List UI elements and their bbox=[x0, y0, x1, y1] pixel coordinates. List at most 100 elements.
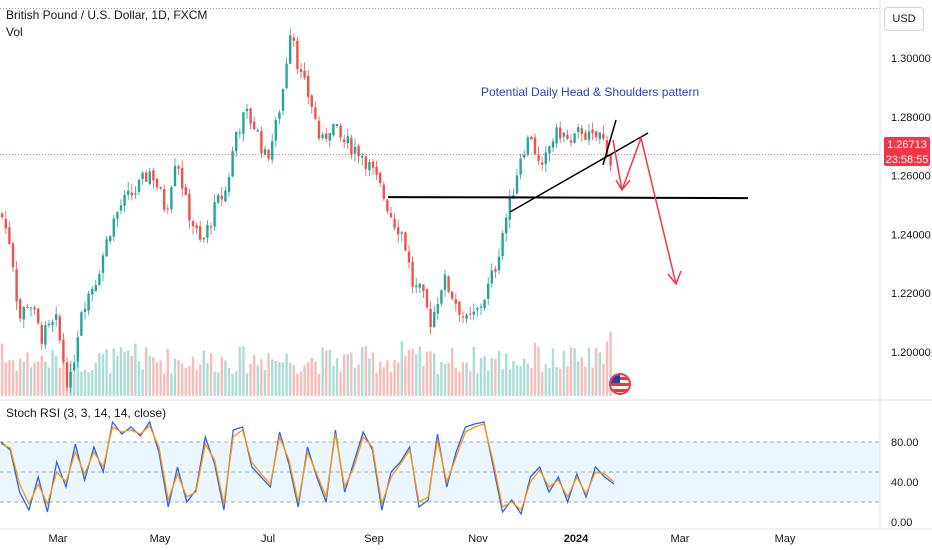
volume-bar bbox=[307, 362, 310, 396]
candle-body bbox=[343, 139, 346, 143]
volume-bar bbox=[555, 367, 558, 396]
rsi-tick-label: 0.00 bbox=[891, 517, 912, 529]
candle-body bbox=[303, 70, 306, 78]
candle-body bbox=[181, 168, 184, 189]
candle-body bbox=[134, 192, 137, 195]
volume-bar bbox=[422, 366, 425, 396]
candle-body bbox=[415, 285, 418, 288]
volume-bar bbox=[29, 367, 33, 396]
volume-bar bbox=[62, 347, 65, 396]
volume-bar bbox=[224, 360, 227, 396]
candle-body bbox=[411, 261, 414, 287]
candle-body bbox=[559, 127, 562, 139]
volume-bar bbox=[361, 347, 364, 396]
volume-bar bbox=[195, 370, 198, 396]
candle-body bbox=[407, 251, 411, 263]
volume-bar bbox=[145, 347, 148, 396]
volume-bar bbox=[505, 353, 508, 396]
volume-bar bbox=[199, 364, 202, 396]
volume-bar bbox=[94, 362, 97, 396]
candle-body bbox=[587, 131, 591, 140]
volume-bar bbox=[440, 361, 443, 396]
candle-body bbox=[163, 188, 166, 210]
candle-body bbox=[497, 256, 501, 271]
volume-bar bbox=[278, 361, 281, 396]
candle-body bbox=[242, 112, 245, 134]
volume-bar bbox=[76, 349, 79, 396]
volume-bar bbox=[296, 373, 299, 396]
candle-body bbox=[109, 236, 112, 242]
volume-bar bbox=[487, 370, 490, 396]
candle-body bbox=[51, 321, 54, 326]
candle-body bbox=[551, 141, 555, 148]
candle-body bbox=[605, 140, 609, 157]
candle-body bbox=[271, 141, 274, 160]
volume-bar bbox=[433, 353, 436, 396]
candle-body bbox=[472, 311, 475, 315]
candle-body bbox=[433, 311, 436, 328]
volume-bar bbox=[271, 359, 274, 396]
volume-bar bbox=[220, 356, 223, 396]
candle-body bbox=[577, 127, 580, 133]
candle-body bbox=[224, 190, 227, 202]
time-tick-label: Mar bbox=[49, 533, 68, 545]
volume-bar bbox=[577, 361, 580, 396]
candle-body bbox=[447, 276, 450, 292]
time-tick-label: May bbox=[775, 533, 796, 545]
candle-body bbox=[353, 146, 357, 154]
projection-path bbox=[621, 135, 677, 285]
candle-body bbox=[98, 274, 101, 286]
candle-body bbox=[400, 232, 403, 234]
candle-body bbox=[494, 268, 497, 272]
volume-bar bbox=[393, 359, 396, 396]
candle-body bbox=[454, 299, 457, 304]
candle-body bbox=[321, 134, 324, 139]
volume-bar bbox=[587, 347, 591, 396]
volume-bar bbox=[299, 371, 303, 396]
candle-body bbox=[137, 179, 141, 192]
volume-bar bbox=[551, 348, 555, 396]
volume-bar bbox=[404, 356, 407, 396]
candle-body bbox=[346, 136, 349, 143]
candles bbox=[1, 28, 612, 393]
candle-body bbox=[317, 120, 321, 139]
candle-body bbox=[119, 205, 123, 211]
projection-path bbox=[612, 139, 623, 191]
candle-body bbox=[184, 187, 187, 195]
candle-body bbox=[188, 193, 191, 221]
candle-body bbox=[19, 299, 22, 319]
candle-body bbox=[404, 232, 407, 251]
candle-body bbox=[598, 132, 601, 140]
candle-body bbox=[58, 316, 61, 341]
volume-bar bbox=[209, 352, 213, 396]
candle-body bbox=[386, 200, 389, 212]
chart-title: British Pound / U.S. Dollar, 1D, FXCM bbox=[6, 8, 208, 22]
candle-body bbox=[479, 306, 483, 308]
volume-bar bbox=[382, 367, 385, 396]
volume-bar bbox=[4, 362, 7, 396]
currency-selector[interactable]: USD bbox=[884, 7, 924, 31]
volume-bar bbox=[368, 358, 371, 396]
volume-bar bbox=[285, 353, 288, 396]
time-tick-label: Jul bbox=[261, 533, 275, 545]
volume-bar bbox=[227, 367, 231, 396]
wedge-line bbox=[602, 119, 617, 166]
volume-bar bbox=[541, 372, 544, 396]
us-flag-icon[interactable] bbox=[609, 373, 631, 395]
candle-body bbox=[505, 217, 508, 234]
candle-body bbox=[152, 170, 155, 181]
candle-body bbox=[260, 131, 263, 154]
volume-bar bbox=[245, 373, 249, 396]
candle-body bbox=[112, 218, 115, 237]
volume-bar bbox=[91, 370, 94, 396]
volume-bar bbox=[483, 356, 486, 396]
candle-body bbox=[44, 325, 47, 345]
candle-body bbox=[37, 308, 40, 324]
volume-bar bbox=[494, 358, 497, 396]
volume-bar bbox=[512, 360, 515, 396]
candle-body bbox=[397, 227, 400, 235]
time-tick-label: 2024 bbox=[564, 533, 589, 545]
candle-body bbox=[332, 123, 335, 136]
volume-bar bbox=[159, 360, 162, 396]
